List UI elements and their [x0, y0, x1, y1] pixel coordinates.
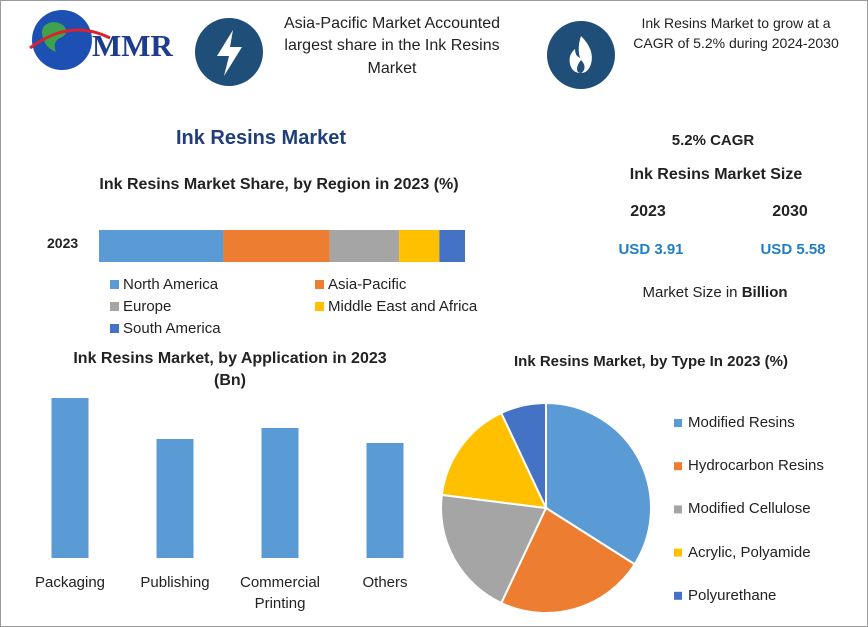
- x-tick-label: Packaging: [34, 574, 106, 591]
- legend-label: Acrylic, Polyamide: [688, 543, 811, 561]
- bar-segment: [99, 230, 224, 262]
- logo-land: [42, 22, 67, 52]
- logo-text: MMR: [92, 28, 173, 63]
- legend-swatch: [110, 324, 119, 333]
- category-label: 2023: [47, 235, 79, 251]
- pie-slice: [440, 411, 548, 510]
- bar: [261, 428, 299, 558]
- chart-title: Ink Resins Market, by Application in 202…: [73, 350, 387, 390]
- lightning-icon: [217, 30, 242, 76]
- size-title: Ink Resins Market Size: [629, 166, 803, 183]
- note-text: Market Size in: [642, 284, 738, 301]
- legend-swatch: [674, 591, 682, 600]
- legend-swatch: [110, 280, 119, 289]
- legend-label: Modified Cellulose: [688, 500, 811, 518]
- legend-label: Asia-Pacific: [328, 276, 407, 293]
- legend-swatch: [674, 462, 682, 471]
- legend-swatch: [674, 419, 682, 427]
- pie-slice: [440, 493, 548, 605]
- note-unit: Billion: [741, 284, 788, 301]
- flame-icon: [569, 36, 592, 73]
- legend-swatch: [315, 280, 324, 289]
- size-value: USD 3.91: [618, 241, 684, 258]
- bar-segment: [399, 230, 440, 262]
- bar: [51, 398, 89, 558]
- legend-swatch: [315, 302, 324, 311]
- cagr: 5.2% CAGR: [671, 132, 755, 149]
- legend-label: North America: [123, 276, 219, 293]
- legend-swatch: [674, 548, 682, 557]
- x-tick-label: Others: [362, 574, 408, 591]
- legend-swatch: [110, 302, 119, 311]
- legend-label: Hydrocarbon Resins: [688, 457, 824, 475]
- bar-segment: [223, 230, 330, 262]
- bar-segment: [329, 230, 400, 262]
- legend-swatch: [674, 505, 682, 514]
- bar: [156, 439, 194, 558]
- year: 2023: [630, 203, 666, 220]
- pie-slice: [499, 401, 547, 509]
- highlight: Ink Resins Market to grow at a CAGR of 5…: [633, 15, 839, 51]
- bar-segment: [439, 230, 465, 262]
- legend-label: Europe: [123, 298, 172, 315]
- x-tick-label: Commercial Printing: [239, 574, 320, 612]
- logo-swoosh: [29, 28, 111, 50]
- size-value: USD 5.58: [760, 241, 826, 258]
- logo: [29, 10, 111, 70]
- chart-title: Ink Resins Market, by Type In 2023 (%): [514, 353, 788, 370]
- legend-label: South America: [123, 320, 221, 337]
- highlight: Asia-Pacific Market Accounted largest sh…: [283, 15, 501, 77]
- legend-label: Middle East and Africa: [328, 298, 478, 315]
- x-tick-label: Publishing: [140, 574, 210, 591]
- legend-label: Polyurethane: [688, 586, 777, 604]
- size-note: Market Size in Billion: [642, 282, 787, 303]
- chart-title: Ink Resins Market Share, by Region in 20…: [99, 176, 459, 193]
- main-title: Ink Resins Market: [175, 127, 347, 149]
- bar: [366, 443, 404, 558]
- year: 2030: [772, 203, 808, 220]
- flame-core: [577, 60, 585, 73]
- legend-label: Modified Resins: [688, 414, 795, 431]
